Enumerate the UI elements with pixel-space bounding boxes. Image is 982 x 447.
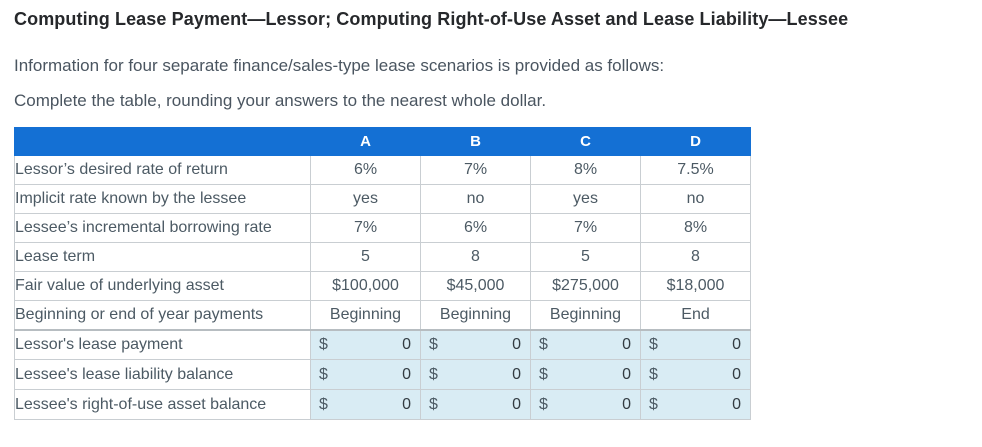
answer-input-cell[interactable]: $ 0 <box>310 389 421 420</box>
row-label: Implicit rate known by the lessee <box>14 184 311 214</box>
answer-input-cell[interactable]: $ 0 <box>420 328 531 360</box>
info-cell: 7% <box>310 213 421 243</box>
header-row: A B C D <box>14 127 751 156</box>
answer-input-cell[interactable]: $ 0 <box>310 359 421 390</box>
row-label: Beginning or end of year payments <box>14 300 311 330</box>
dollar-sign: $ <box>429 395 438 413</box>
answer-input-cell[interactable]: $ 0 <box>640 328 751 360</box>
dollar-sign: $ <box>429 335 438 353</box>
table-row-lessor-payment: Lessor's lease payment $ 0 $ 0 $ <box>14 328 751 360</box>
table-row-liability-balance: Lessee's lease liability balance $ 0 $ 0 <box>14 359 751 390</box>
table-row-desired-rate: Lessor’s desired rate of return 6% 7% 8%… <box>14 155 751 185</box>
row-label: Lease term <box>14 242 311 272</box>
dollar-sign: $ <box>539 335 548 353</box>
dollar-sign: $ <box>319 365 328 383</box>
row-label: Lessor’s desired rate of return <box>14 155 311 185</box>
corner-header-cell <box>14 127 311 156</box>
column-header-a: A <box>310 127 421 156</box>
info-cell: $45,000 <box>420 271 531 301</box>
answer-value: 0 <box>512 395 521 413</box>
info-cell: Beginning <box>530 300 641 330</box>
dollar-sign: $ <box>649 365 658 383</box>
info-cell: 8% <box>530 155 641 185</box>
info-cell: 8% <box>640 213 751 243</box>
answer-input-cell[interactable]: $ 0 <box>640 359 751 390</box>
table-row-lease-term: Lease term 5 8 5 8 <box>14 242 751 272</box>
table-row-fair-value: Fair value of underlying asset $100,000 … <box>14 271 751 301</box>
dollar-sign: $ <box>319 395 328 413</box>
answer-value: 0 <box>622 365 631 383</box>
row-label: Lessee's lease liability balance <box>14 359 311 390</box>
info-cell: $100,000 <box>310 271 421 301</box>
dollar-sign: $ <box>429 365 438 383</box>
answer-input-cell[interactable]: $ 0 <box>530 389 641 420</box>
page-title: Computing Lease Payment—Lessor; Computin… <box>14 9 849 29</box>
info-cell: $275,000 <box>530 271 641 301</box>
answer-input-cell[interactable]: $ 0 <box>310 328 421 360</box>
table-row-incremental-rate: Lessee’s incremental borrowing rate 7% 6… <box>14 213 751 243</box>
row-label: Fair value of underlying asset <box>14 271 311 301</box>
instruction-text: Complete the table, rounding your answer… <box>14 91 547 110</box>
dollar-sign: $ <box>319 335 328 353</box>
dollar-sign: $ <box>649 335 658 353</box>
dollar-sign: $ <box>649 395 658 413</box>
column-header-c: C <box>530 127 641 156</box>
info-cell: 7% <box>420 155 531 185</box>
info-cell: 5 <box>310 242 421 272</box>
row-label: Lessee's right-of-use asset balance <box>14 389 311 420</box>
info-cell: yes <box>310 184 421 214</box>
answer-value: 0 <box>732 395 741 413</box>
answer-input-cell[interactable]: $ 0 <box>420 389 531 420</box>
dollar-sign: $ <box>539 365 548 383</box>
answer-input-cell[interactable]: $ 0 <box>530 328 641 360</box>
answer-value: 0 <box>402 365 411 383</box>
info-cell: 7.5% <box>640 155 751 185</box>
info-cell: 8 <box>420 242 531 272</box>
intro-text: Information for four separate finance/sa… <box>14 56 665 75</box>
info-cell: 5 <box>530 242 641 272</box>
info-cell: no <box>420 184 531 214</box>
table-row-payment-timing: Beginning or end of year payments Beginn… <box>14 300 751 330</box>
table-row-implicit-rate: Implicit rate known by the lessee yes no… <box>14 184 751 214</box>
info-cell: 6% <box>310 155 421 185</box>
table-row-rou-asset-balance: Lessee's right-of-use asset balance $ 0 … <box>14 389 751 420</box>
dollar-sign: $ <box>539 395 548 413</box>
info-cell: End <box>640 300 751 330</box>
column-header-b: B <box>420 127 531 156</box>
answer-input-cell[interactable]: $ 0 <box>530 359 641 390</box>
info-cell: $18,000 <box>640 271 751 301</box>
answer-input-cell[interactable]: $ 0 <box>640 389 751 420</box>
info-cell: 6% <box>420 213 531 243</box>
info-cell: Beginning <box>420 300 531 330</box>
row-label: Lessee’s incremental borrowing rate <box>14 213 311 243</box>
answer-value: 0 <box>732 335 741 353</box>
answer-value: 0 <box>512 335 521 353</box>
lease-scenarios-table: A B C D Lessor’s desired rate of return … <box>14 127 751 420</box>
info-cell: yes <box>530 184 641 214</box>
info-cell: 8 <box>640 242 751 272</box>
answer-value: 0 <box>512 365 521 383</box>
answer-value: 0 <box>622 395 631 413</box>
info-cell: no <box>640 184 751 214</box>
info-cell: 7% <box>530 213 641 243</box>
answer-value: 0 <box>732 365 741 383</box>
exercise-page: Computing Lease Payment—Lessor; Computin… <box>14 9 849 420</box>
answer-value: 0 <box>402 395 411 413</box>
answer-input-cell[interactable]: $ 0 <box>420 359 531 390</box>
row-label: Lessor's lease payment <box>14 328 311 360</box>
info-cell: Beginning <box>310 300 421 330</box>
column-header-d: D <box>640 127 751 156</box>
answer-value: 0 <box>402 335 411 353</box>
answer-value: 0 <box>622 335 631 353</box>
